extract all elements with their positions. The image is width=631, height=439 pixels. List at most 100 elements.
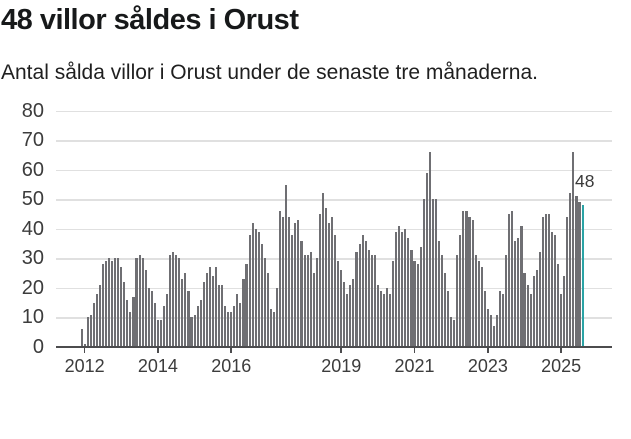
bar: [560, 293, 563, 347]
x-axis-label: 2016: [211, 356, 252, 376]
bar: [508, 214, 511, 347]
bar: [111, 261, 114, 347]
y-axis-label: 30: [21, 247, 44, 270]
bar: [276, 287, 279, 347]
y-axis-label: 70: [21, 129, 44, 152]
gridline: [56, 110, 612, 113]
bar: [132, 296, 135, 347]
bar: [529, 293, 532, 347]
x-axis-label: 2014: [137, 356, 178, 376]
bar: [315, 258, 318, 347]
bar: [398, 225, 401, 347]
bar: [181, 279, 184, 347]
bar: [257, 231, 260, 347]
x-axis-tick: [157, 347, 159, 353]
bar: [95, 293, 98, 347]
gridline: [56, 258, 612, 260]
bar: [269, 308, 272, 347]
bar: [404, 228, 407, 347]
x-axis-label: 2021: [394, 356, 435, 376]
bar: [370, 255, 373, 347]
bar: [153, 302, 156, 347]
bar: [89, 314, 92, 347]
bar: [324, 208, 327, 347]
bar: [239, 302, 242, 347]
bar: [279, 211, 282, 347]
y-axis-label: 20: [21, 276, 44, 299]
bar: [199, 299, 202, 347]
bar: [193, 314, 196, 347]
bar: [309, 252, 312, 347]
highlighted-bar: [581, 205, 584, 347]
bar: [434, 199, 437, 347]
bar: [126, 299, 129, 347]
bar: [175, 255, 178, 347]
bar: [486, 308, 489, 347]
bar: [578, 202, 581, 347]
bar: [419, 246, 422, 347]
bar: [517, 237, 520, 347]
bar: [382, 293, 386, 347]
bar: [502, 293, 505, 347]
bar: [572, 152, 575, 347]
bar: [138, 255, 141, 347]
y-axis-label: 50: [21, 188, 44, 211]
x-axis-label: 2012: [64, 356, 105, 376]
bar: [150, 290, 153, 347]
bar: [159, 320, 163, 347]
bar: [462, 211, 465, 347]
bar: [104, 261, 108, 347]
bar: [538, 252, 541, 347]
bar: [459, 234, 462, 347]
bar: [147, 287, 150, 347]
bar: [450, 317, 453, 347]
bar: [422, 199, 425, 347]
bar: [169, 255, 172, 347]
bar: [514, 240, 517, 347]
bar: [447, 290, 450, 347]
bar: [202, 282, 205, 347]
bar: [401, 231, 404, 347]
bar: [98, 284, 101, 347]
footer: Newsworthy: [0, 398, 631, 439]
bar: [123, 282, 126, 347]
bar: [483, 290, 486, 347]
bar: [156, 320, 159, 347]
bar: [101, 264, 104, 347]
bar: [166, 293, 169, 347]
bar: [331, 217, 334, 347]
bar: [489, 314, 492, 347]
bar: [294, 222, 297, 347]
x-axis-tick: [340, 347, 342, 353]
bar: [190, 317, 193, 347]
bar: [291, 234, 294, 347]
bar: [456, 255, 459, 347]
bar: [266, 273, 269, 347]
bar: [355, 252, 358, 347]
bar: [83, 344, 86, 347]
bar: [379, 290, 382, 347]
chart-subtitle: Antal sålda villor i Orust under de sena…: [1, 61, 538, 84]
bar: [312, 273, 315, 347]
y-axis-label: 60: [21, 158, 44, 181]
bar: [129, 311, 132, 347]
bar: [184, 273, 187, 347]
bar: [386, 287, 389, 347]
bar: [557, 264, 560, 347]
bar: [495, 314, 499, 347]
x-axis-line: [56, 346, 612, 348]
bar: [260, 243, 263, 347]
y-axis-label: 40: [21, 217, 44, 240]
gridline: [56, 287, 612, 290]
bar: [187, 290, 190, 347]
bar: [211, 276, 214, 347]
bar: [349, 284, 352, 347]
bar: [227, 311, 230, 347]
bar: [107, 258, 111, 347]
bar: [376, 284, 379, 347]
bar: [288, 217, 291, 347]
y-axis-label: 10: [21, 306, 44, 329]
bar: [208, 267, 211, 347]
bar-chart: 0 10 20 30 40 50 60 70 80 2012 2014 2016 2019 2021 202…: [21, 100, 612, 376]
